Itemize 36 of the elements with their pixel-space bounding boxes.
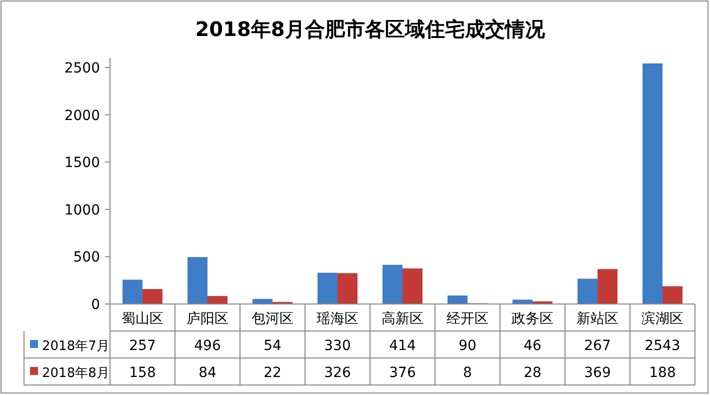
data-label: 2543 [644, 338, 680, 354]
data-label: 22 [264, 365, 282, 381]
data-label: 8 [463, 365, 472, 381]
y-tick-label: 500 [73, 250, 100, 266]
data-label: 267 [584, 338, 611, 354]
x-tick-label: 庐阳区 [186, 311, 228, 327]
data-label: 158 [129, 365, 156, 381]
data-label: 84 [198, 365, 216, 381]
y-tick-label: 2500 [64, 60, 100, 76]
data-label: 90 [458, 338, 476, 354]
legend-label: 2018年7月 [42, 339, 110, 354]
data-label: 376 [389, 365, 416, 381]
data-label: 188 [649, 365, 676, 381]
x-tick-label: 滨湖区 [642, 311, 684, 327]
x-tick-label: 瑶海区 [316, 311, 358, 327]
data-label: 496 [194, 338, 221, 354]
legend-label: 2018年8月 [42, 366, 110, 381]
x-tick-label: 政务区 [512, 311, 554, 327]
y-tick-label: 1500 [64, 155, 100, 172]
data-label: 326 [324, 365, 351, 381]
x-tick-label: 高新区 [382, 311, 424, 327]
x-tick-label: 新站区 [576, 311, 618, 327]
y-tick-label: 0 [91, 297, 100, 313]
chart-title: 2018年8月合肥市各区域住宅成交情况 [195, 17, 546, 41]
data-label: 54 [264, 338, 282, 354]
data-label: 414 [389, 338, 416, 354]
x-tick-label: 经开区 [446, 311, 488, 327]
x-tick-label: 蜀山区 [122, 311, 164, 327]
y-tick-label: 2000 [64, 108, 100, 124]
x-tick-label: 包河区 [252, 311, 294, 327]
data-label: 330 [324, 338, 351, 354]
data-label: 46 [524, 338, 542, 354]
data-label: 257 [129, 338, 156, 354]
data-label: 28 [524, 365, 542, 381]
data-label: 369 [584, 365, 611, 381]
y-tick-label: 1000 [64, 202, 100, 218]
